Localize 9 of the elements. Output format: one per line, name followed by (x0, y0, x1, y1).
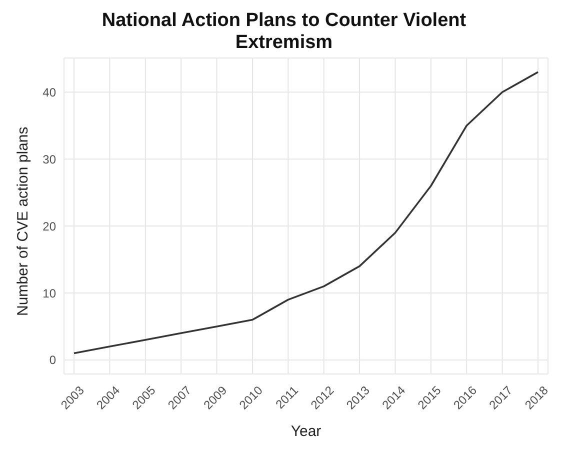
line-series (73, 71, 539, 354)
y-tick-label: 0 (49, 353, 56, 368)
y-tick-label: 30 (42, 152, 56, 166)
y-axis-title: Number of CVE action plans (14, 126, 32, 316)
x-axis-title: Year (290, 423, 322, 440)
y-tick-label: 40 (42, 85, 56, 100)
y-tick-label: 20 (42, 219, 56, 234)
chart-title: National Action Plans to Counter Violent Extremism (100, 9, 468, 54)
y-tick-label: 10 (42, 286, 56, 300)
